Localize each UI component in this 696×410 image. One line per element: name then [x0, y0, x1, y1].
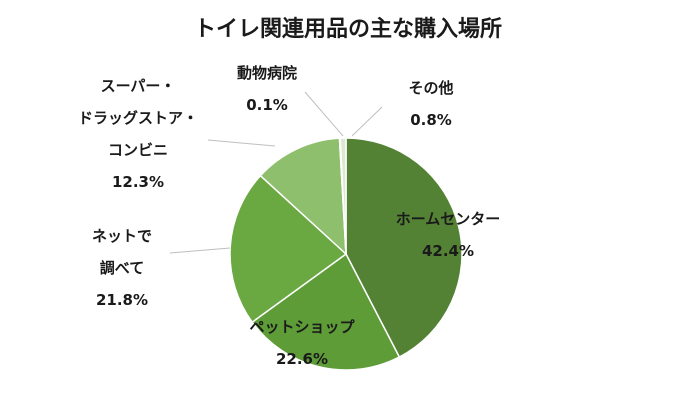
chart-title: トイレ関連用品の主な購入場所 [194, 17, 502, 42]
pie-slice-0 [345, 137, 463, 359]
leader-line-3 [207, 139, 276, 147]
leader-line-5 [351, 106, 383, 137]
leader-line-2 [169, 247, 231, 254]
slice-category-label-3: スーパー・ [101, 77, 176, 95]
slice-category-label-5: その他 [408, 79, 453, 97]
slice-category-label-4: 動物病院 [237, 64, 297, 82]
slice-category-label-2: ネットで [92, 227, 152, 245]
slice-category-label-0: ホームセンター [396, 210, 501, 228]
pie-slices [229, 137, 463, 371]
slice-category-label-3: コンビニ [108, 141, 168, 159]
slice-category-label-2: 調べて [100, 259, 144, 277]
slice-value-label-1: 22.6% [276, 350, 328, 368]
slice-value-label-2: 21.8% [96, 291, 148, 309]
leader-line-4 [304, 91, 344, 137]
slice-value-label-5: 0.8% [410, 111, 452, 129]
pie-slice-5 [339, 137, 347, 255]
slice-category-label-3: ドラッグストア・ [78, 109, 198, 127]
slice-value-label-4: 0.1% [246, 96, 288, 114]
pie-slice-1 [251, 252, 401, 371]
pie-slice-3 [259, 137, 347, 256]
slice-category-label-1: ペットショップ [249, 318, 355, 336]
slice-value-label-0: 42.4% [422, 242, 474, 260]
slice-value-label-3: 12.3% [112, 173, 164, 191]
pie-slice-2 [229, 174, 348, 324]
leader-lines [169, 91, 383, 254]
